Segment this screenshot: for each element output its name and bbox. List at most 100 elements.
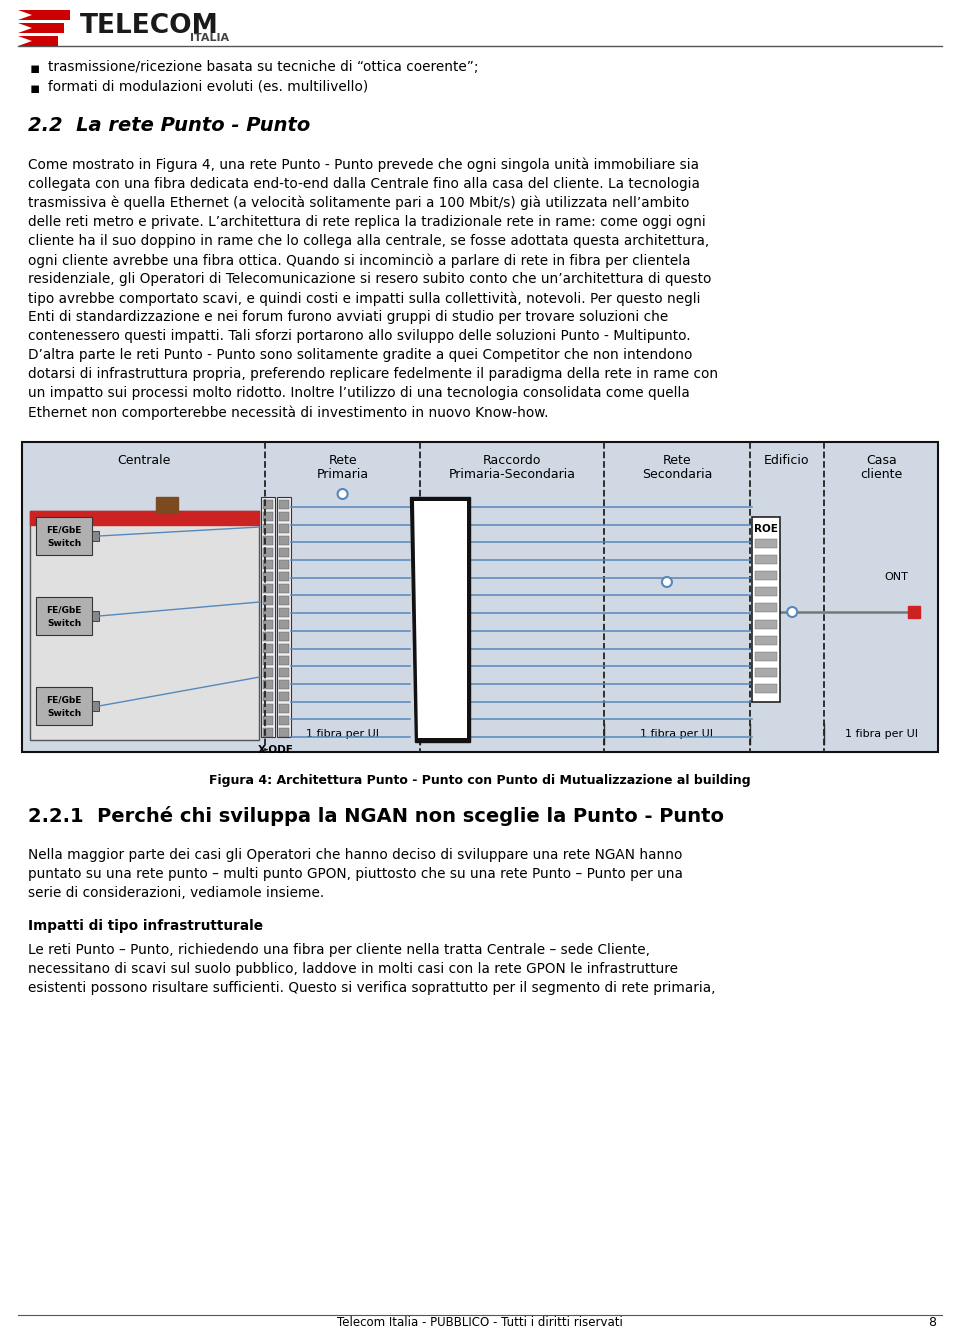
Text: Casa: Casa	[866, 454, 897, 467]
Bar	[756, 684, 778, 693]
Bar	[263, 536, 273, 545]
Bar	[263, 500, 273, 509]
Text: cliente: cliente	[860, 468, 902, 481]
Bar	[18, 36, 58, 47]
Bar	[278, 500, 289, 509]
Text: Telecom Italia - PUBBLICO - Tutti i diritti riservati: Telecom Italia - PUBBLICO - Tutti i diri…	[337, 1315, 623, 1329]
Circle shape	[338, 489, 348, 499]
Bar	[278, 716, 289, 725]
Text: 2.2.1  Perché chi sviluppa la NGAN non sceglie la Punto - Punto: 2.2.1 Perché chi sviluppa la NGAN non sc…	[28, 806, 724, 826]
Text: FE/GbE: FE/GbE	[46, 605, 82, 614]
Text: Switch: Switch	[47, 709, 82, 717]
Bar	[756, 668, 778, 677]
Text: tipo avrebbe comportato scavi, e quindi costi e impatti sulla collettività, note: tipo avrebbe comportato scavi, e quindi …	[28, 291, 701, 306]
Text: Secondaria: Secondaria	[641, 468, 712, 481]
Text: Rete: Rete	[328, 454, 357, 467]
Bar	[36, 517, 92, 555]
Bar	[756, 555, 778, 564]
Bar	[278, 644, 289, 653]
Bar	[263, 560, 273, 569]
Text: ROE: ROE	[755, 524, 779, 535]
Text: 1 fibra per UI: 1 fibra per UI	[306, 729, 379, 739]
Bar	[30, 511, 259, 739]
Bar	[92, 610, 99, 621]
Text: Impatti di tipo infrastrutturale: Impatti di tipo infrastrutturale	[28, 919, 263, 934]
Bar	[278, 572, 289, 581]
Text: trasmissiva è quella Ethernet (a velocità solitamente pari a 100 Mbit/s) già uti: trasmissiva è quella Ethernet (a velocit…	[28, 196, 689, 210]
Polygon shape	[18, 23, 32, 33]
Bar	[278, 632, 289, 641]
Bar	[36, 688, 92, 725]
Bar	[263, 704, 273, 713]
Bar	[263, 668, 273, 677]
Bar	[263, 728, 273, 737]
Bar	[278, 704, 289, 713]
Text: ▪: ▪	[30, 81, 40, 96]
Bar	[263, 716, 273, 725]
Bar	[156, 497, 178, 513]
Text: Raccordo: Raccordo	[483, 454, 541, 467]
Text: puntato su una rete punto – multi punto GPON, piuttosto che su una rete Punto – : puntato su una rete punto – multi punto …	[28, 867, 683, 880]
Bar	[263, 524, 273, 533]
Bar	[756, 620, 778, 629]
Text: Primaria: Primaria	[317, 468, 369, 481]
Bar	[278, 584, 289, 593]
Bar	[278, 536, 289, 545]
Text: ▪: ▪	[30, 61, 40, 76]
Bar	[756, 539, 778, 548]
Polygon shape	[18, 11, 32, 20]
Bar	[756, 604, 778, 612]
Bar	[92, 531, 99, 541]
Circle shape	[787, 606, 797, 617]
Text: ITALIA: ITALIA	[190, 33, 229, 43]
Bar	[276, 497, 291, 737]
Bar	[18, 11, 70, 20]
Bar	[30, 511, 259, 525]
Text: cliente ha il suo doppino in rame che lo collega alla centrale, se fosse adottat: cliente ha il suo doppino in rame che lo…	[28, 234, 709, 247]
Bar	[263, 620, 273, 629]
Text: 1 fibra per UI: 1 fibra per UI	[845, 729, 918, 739]
Text: 8: 8	[928, 1315, 936, 1329]
Text: trasmissione/ricezione basata su tecniche di “ottica coerente”;: trasmissione/ricezione basata su tecnich…	[48, 60, 478, 74]
Text: Primaria-Secondaria: Primaria-Secondaria	[448, 468, 576, 481]
Bar	[756, 588, 778, 596]
Text: Centrale: Centrale	[117, 454, 171, 467]
Text: D’altra parte le reti Punto - Punto sono solitamente gradite a quei Competitor c: D’altra parte le reti Punto - Punto sono…	[28, 348, 692, 362]
Text: Switch: Switch	[47, 618, 82, 628]
Bar	[908, 606, 920, 618]
Bar	[263, 608, 273, 617]
Bar	[263, 632, 273, 641]
Text: collegata con una fibra dedicata end-to-end dalla Centrale fino alla casa del cl: collegata con una fibra dedicata end-to-…	[28, 177, 700, 192]
Bar	[278, 620, 289, 629]
Bar	[756, 636, 778, 645]
Text: Edificio: Edificio	[764, 454, 809, 467]
Bar	[263, 680, 273, 689]
Bar	[753, 517, 780, 702]
Bar	[278, 548, 289, 557]
Text: Switch: Switch	[47, 539, 82, 548]
Bar	[278, 656, 289, 665]
Bar	[263, 644, 273, 653]
Text: 1 fibra per UI: 1 fibra per UI	[640, 729, 713, 739]
Bar	[263, 572, 273, 581]
Bar	[92, 701, 99, 712]
Bar	[278, 524, 289, 533]
Bar	[278, 728, 289, 737]
Text: Nella maggior parte dei casi gli Operatori che hanno deciso di sviluppare una re: Nella maggior parte dei casi gli Operato…	[28, 849, 683, 862]
Text: FE/GbE: FE/GbE	[46, 525, 82, 535]
Text: Le reti Punto – Punto, richiedendo una fibra per cliente nella tratta Centrale –: Le reti Punto – Punto, richiedendo una f…	[28, 943, 650, 958]
Bar	[278, 596, 289, 605]
Bar	[756, 571, 778, 580]
Text: X-ODF: X-ODF	[258, 745, 294, 755]
Bar	[278, 680, 289, 689]
Bar	[263, 548, 273, 557]
Text: ogni cliente avrebbe una fibra ottica. Quando si incominciò a parlare di rete in: ogni cliente avrebbe una fibra ottica. Q…	[28, 253, 690, 267]
Text: Rete: Rete	[662, 454, 691, 467]
Bar	[263, 512, 273, 521]
Bar	[278, 512, 289, 521]
Text: un impatto sui processi molto ridotto. Inoltre l’utilizzo di una tecnologia cons: un impatto sui processi molto ridotto. I…	[28, 386, 689, 400]
Text: 2.2  La rete Punto - Punto: 2.2 La rete Punto - Punto	[28, 116, 310, 136]
Bar	[263, 584, 273, 593]
Bar	[261, 497, 275, 737]
Bar	[36, 597, 92, 634]
